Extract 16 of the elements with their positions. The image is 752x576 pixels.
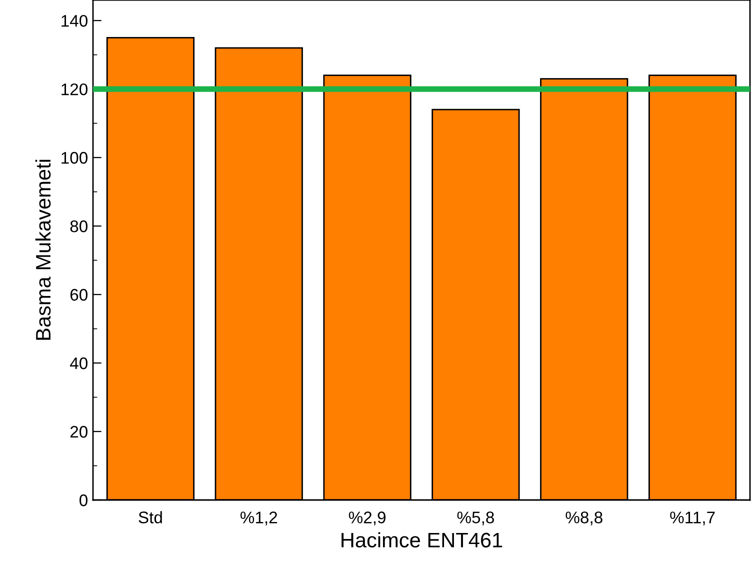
x-tick-label: %8,8 <box>566 512 602 526</box>
x-axis-title: Hacimce ENT461 <box>342 532 502 548</box>
y-tick-label: 140 <box>62 14 88 27</box>
x-tick-label: %1,2 <box>240 512 278 526</box>
x-tick-label: %5,8 <box>457 512 494 526</box>
x-tick-label: %11,7 <box>670 512 715 526</box>
y-tick-label: 80 <box>70 220 88 232</box>
y-tick-label: 40 <box>70 357 88 370</box>
x-tick-label: Std <box>138 511 162 524</box>
y-tick-label: 120 <box>62 83 88 96</box>
y-tick-label: 20 <box>70 426 88 438</box>
y-tick-label: 60 <box>70 288 88 301</box>
y-tick-label: 0 <box>80 494 88 506</box>
y-tick-label: 100 <box>62 152 88 164</box>
y-axis-title: Basma Mukavemeti <box>35 160 51 340</box>
x-tick-label: %2,9 <box>348 512 386 526</box>
